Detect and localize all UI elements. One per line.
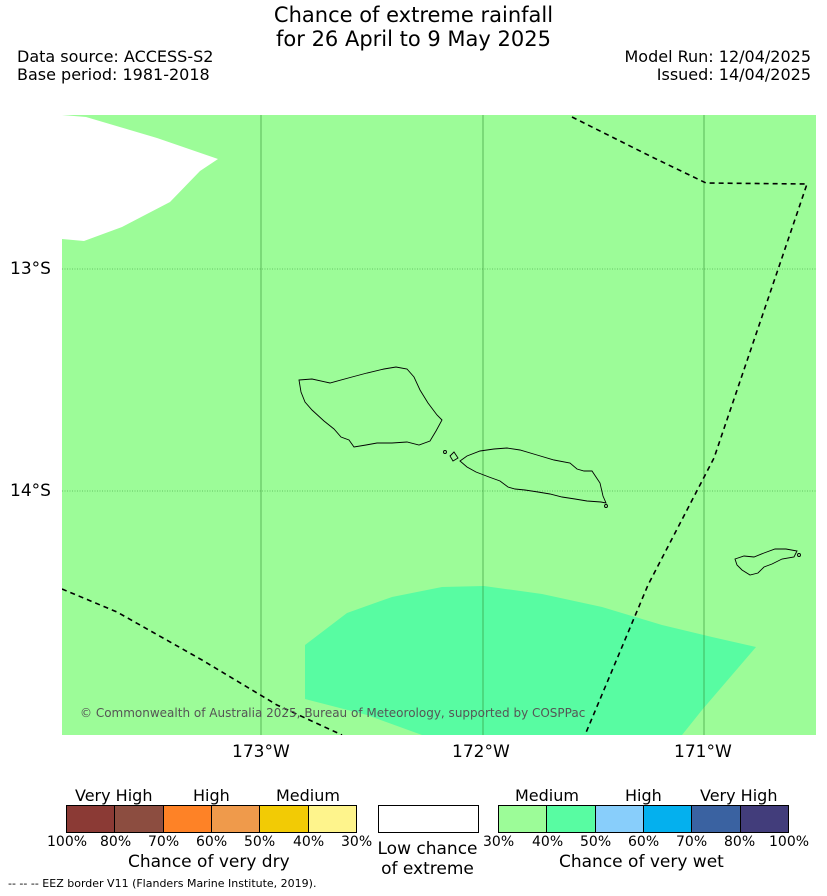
- high-wet-area: [305, 586, 756, 735]
- dry-swatch-50-40: [260, 806, 309, 832]
- wet-swatch-50-60: [595, 806, 644, 832]
- lat-label-13s: 13°S: [10, 259, 51, 279]
- wet-cat-very-high: Very High: [700, 786, 778, 805]
- title-line-1: Chance of extreme rainfall: [273, 3, 554, 27]
- aunuu-island: [797, 553, 801, 557]
- dry-colorbar: [66, 805, 357, 833]
- lon-label-173w: 173°W: [232, 742, 290, 762]
- copyright-text: © Commonwealth of Australia 2025, Bureau…: [80, 706, 585, 720]
- wet-tick-30: 30%: [483, 834, 515, 850]
- wet-caption: Chance of very wet: [559, 852, 724, 872]
- wet-cat-medium: Medium: [515, 786, 579, 805]
- eez-footnote: -- -- -- EEZ border V11 (Flanders Marine…: [8, 877, 317, 890]
- map-title: Chance of extreme rainfall for 26 April …: [0, 3, 827, 51]
- upolu-island: [459, 447, 607, 504]
- nuutele-islet: [604, 504, 608, 508]
- map-panel: © Commonwealth of Australia 2025, Bureau…: [62, 115, 816, 735]
- data-info: Data source: ACCESS-S2 Base period: 1981…: [17, 48, 213, 84]
- dry-cat-medium: Medium: [276, 786, 340, 805]
- dry-tick-70: 70%: [148, 834, 180, 850]
- islands: [298, 366, 801, 576]
- wet-cat-high: High: [625, 786, 662, 805]
- dry-tick-100: 100%: [47, 834, 88, 850]
- dry-tick-80: 80%: [100, 834, 132, 850]
- model-run: Model Run: 12/04/2025: [624, 47, 812, 66]
- wet-tick-60: 60%: [628, 834, 660, 850]
- wet-swatch-70-80: [692, 806, 741, 832]
- wet-swatch-60-70: [643, 806, 693, 832]
- savaii-island: [298, 366, 443, 448]
- wet-tick-100: 100%: [769, 834, 810, 850]
- base-period: Base period: 1981-2018: [17, 65, 210, 84]
- title-line-2: for 26 April to 9 May 2025: [276, 27, 551, 51]
- neutral-caption-line-2: of extreme: [381, 859, 474, 879]
- dry-cat-high: High: [193, 786, 230, 805]
- wet-swatch-80-100: [740, 806, 788, 832]
- dry-tick-30: 30%: [341, 834, 373, 850]
- wet-tick-70: 70%: [676, 834, 708, 850]
- dry-caption: Chance of very dry: [128, 852, 290, 872]
- neutral-swatch: [378, 805, 479, 833]
- dry-tick-60: 60%: [196, 834, 228, 850]
- apolima-island: [443, 450, 447, 454]
- dry-swatch-100-80: [67, 806, 116, 832]
- wet-swatch-40-50: [547, 806, 596, 832]
- wet-tick-80: 80%: [724, 834, 756, 850]
- manono-island: [449, 451, 459, 462]
- run-info: Model Run: 12/04/2025 Issued: 14/04/2025: [625, 48, 812, 84]
- dry-cat-very-high: Very High: [75, 786, 153, 805]
- wet-tick-40: 40%: [532, 834, 564, 850]
- graticule: [62, 115, 816, 735]
- dry-tick-50: 50%: [244, 834, 276, 850]
- lon-label-172w: 172°W: [452, 742, 510, 762]
- dry-swatch-40-30: [308, 806, 356, 832]
- wet-colorbar: [498, 805, 789, 833]
- issued-date: Issued: 14/04/2025: [656, 65, 811, 84]
- dry-swatch-70-60: [163, 806, 212, 832]
- low-chance-area: [62, 115, 218, 241]
- dry-swatch-80-70: [115, 806, 164, 832]
- neutral-caption: Low chance of extreme: [377, 839, 478, 879]
- neutral-caption-line-1: Low chance: [377, 839, 478, 859]
- dry-tick-40: 40%: [293, 834, 325, 850]
- eez-border: [62, 116, 809, 735]
- tutuila-island: [734, 548, 798, 576]
- wet-tick-50: 50%: [580, 834, 612, 850]
- data-source: Data source: ACCESS-S2: [17, 47, 214, 66]
- lat-label-14s: 14°S: [10, 481, 51, 501]
- dry-swatch-60-50: [211, 806, 261, 832]
- lon-label-171w: 171°W: [674, 742, 732, 762]
- wet-swatch-30-40: [499, 806, 548, 832]
- eez-line-southwest: [62, 588, 343, 735]
